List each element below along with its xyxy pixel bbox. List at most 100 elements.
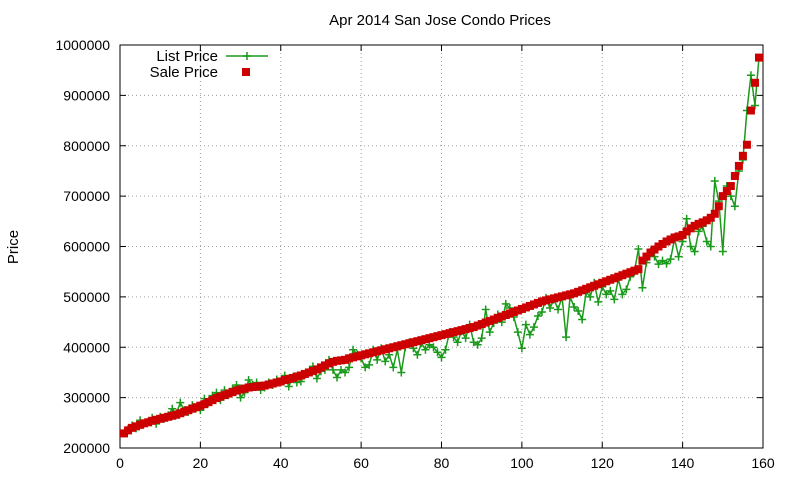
list-price-point xyxy=(473,340,482,349)
list-price-point xyxy=(570,302,579,311)
sale-price-point xyxy=(453,327,462,336)
sale-price-point xyxy=(333,356,342,365)
sale-price-point xyxy=(240,384,249,393)
list-price-point xyxy=(365,360,374,369)
sale-price-point xyxy=(433,332,442,341)
sale-price-point xyxy=(248,383,257,392)
sale-price-point xyxy=(586,283,595,292)
sale-price-point xyxy=(742,140,751,149)
list-price-point xyxy=(361,363,370,372)
list-price-point xyxy=(730,202,739,211)
x-tick-label: 100 xyxy=(510,455,534,471)
sale-price-point xyxy=(594,280,603,289)
list-price-point xyxy=(578,315,587,324)
sale-price-point xyxy=(385,344,394,353)
sale-price-point xyxy=(284,374,293,383)
list-price-point xyxy=(168,404,177,413)
list-price-point xyxy=(554,305,563,314)
sale-price-point xyxy=(260,381,269,390)
sale-price-point xyxy=(296,371,305,380)
list-price-point xyxy=(562,333,571,342)
list-price-point xyxy=(345,363,354,372)
x-tick-label: 120 xyxy=(591,455,615,471)
sale-price-point xyxy=(614,272,623,281)
sale-price-point xyxy=(300,369,309,378)
list-price-point xyxy=(337,365,346,374)
sale-price-point xyxy=(308,366,317,375)
list-price-point xyxy=(389,363,398,372)
chart-title: Apr 2014 San Jose Condo Prices xyxy=(329,12,551,29)
sale-price-point xyxy=(304,368,313,377)
sale-price-point xyxy=(196,401,205,410)
sale-price-point xyxy=(337,356,346,365)
list-price-point xyxy=(650,252,659,261)
x-tick-label: 160 xyxy=(751,455,775,471)
sale-price-point xyxy=(658,239,667,248)
sale-price-point xyxy=(353,352,362,361)
sale-price-point xyxy=(481,318,490,327)
series-sale-price xyxy=(120,53,763,438)
sale-price-point xyxy=(176,409,185,418)
sale-price-point xyxy=(409,338,418,347)
sale-price-point xyxy=(236,385,245,394)
list-price-point xyxy=(638,283,647,292)
sale-price-point xyxy=(393,342,402,351)
sale-price-point xyxy=(686,224,695,233)
list-price-point xyxy=(529,323,538,332)
sale-price-point xyxy=(734,161,743,170)
sale-price-point xyxy=(224,389,233,398)
sale-price-point xyxy=(361,350,370,359)
sale-price-point xyxy=(377,346,386,355)
list-price-point xyxy=(586,292,595,301)
sale-price-point xyxy=(357,351,366,360)
sale-price-point xyxy=(369,348,378,357)
sale-price-point xyxy=(413,337,422,346)
sale-price-point xyxy=(634,265,643,274)
sale-price-point xyxy=(256,382,265,391)
list-price-point xyxy=(694,227,703,236)
list-price-point xyxy=(453,338,462,347)
sale-price-point xyxy=(746,106,755,115)
sale-price-point xyxy=(216,392,225,401)
x-axis: 0 20 40 60 80 100 120 140 160 xyxy=(116,45,775,471)
sale-price-point xyxy=(156,414,165,423)
list-price-point xyxy=(674,252,683,261)
sale-price-point xyxy=(168,411,177,420)
list-price-point xyxy=(521,320,530,329)
list-price-point xyxy=(533,312,542,321)
sale-price-point xyxy=(144,418,153,427)
y-tick-label: 500000 xyxy=(63,289,110,305)
sale-price-point xyxy=(517,304,526,313)
sale-price-point xyxy=(654,242,663,251)
list-price-point xyxy=(610,295,619,304)
sale-price-point xyxy=(373,347,382,356)
y-tick-label: 800000 xyxy=(63,138,110,154)
sale-price-point xyxy=(650,245,659,254)
sale-price-point xyxy=(714,202,723,211)
list-price-point xyxy=(333,373,342,382)
list-price-point xyxy=(574,306,583,315)
sale-price-point xyxy=(389,343,398,352)
legend-marker-list-price xyxy=(243,52,251,60)
sale-price-point xyxy=(288,373,297,382)
y-tick-label: 700000 xyxy=(63,188,110,204)
sale-price-point xyxy=(381,345,390,354)
sale-price-point xyxy=(754,53,763,62)
sale-price-point xyxy=(570,289,579,298)
sale-price-point xyxy=(449,328,458,337)
sale-price-point xyxy=(264,380,273,389)
sale-price-point xyxy=(469,323,478,332)
sale-price-point xyxy=(316,363,325,372)
list-price-point xyxy=(244,375,253,384)
sale-price-point xyxy=(405,339,414,348)
list-price-point xyxy=(662,259,671,268)
sale-price-point xyxy=(630,266,639,275)
list-price-point xyxy=(397,368,406,377)
list-price-point xyxy=(634,245,643,254)
sale-price-point xyxy=(188,404,197,413)
sale-price-point xyxy=(610,274,619,283)
list-price-point xyxy=(513,328,522,337)
sale-price-point xyxy=(473,321,482,330)
list-price-point xyxy=(726,192,735,201)
x-tick-label: 80 xyxy=(434,455,450,471)
